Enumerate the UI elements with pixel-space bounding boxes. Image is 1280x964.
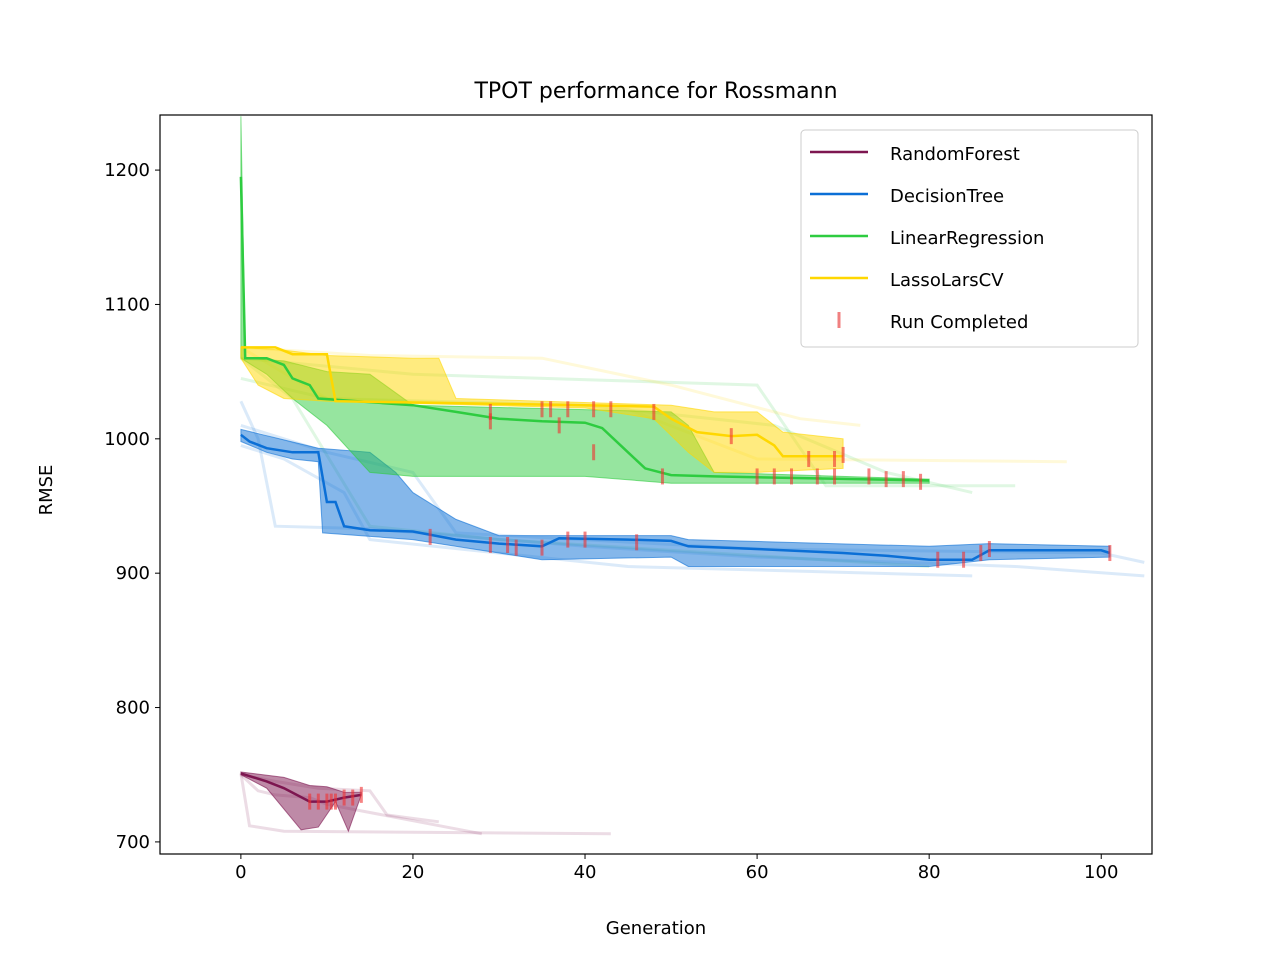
mean-line-linearregression (239, 176, 930, 482)
legend-label: DecisionTree (890, 186, 1004, 207)
band-randomforest (240, 771, 362, 833)
legend-label: LassoLarsCV (890, 270, 1004, 291)
y-tick-label: 900 (116, 563, 150, 584)
plot-area (239, 116, 1145, 836)
ticks: 0 20 40 60 80 100 700 800 900 1000 1100 1200 (104, 160, 1118, 883)
axes-frame (159, 114, 1153, 855)
y-axis-label: RMSE (36, 465, 57, 516)
x-axis-label: Generation (606, 918, 706, 939)
run-line-lassolarscv-0 (240, 345, 861, 427)
x-tick-label: 60 (746, 862, 769, 883)
x-tick-label: 20 (401, 862, 424, 883)
y-tick-label: 800 (116, 698, 150, 719)
x-tick-label: 40 (574, 862, 597, 883)
y-tick-label: 700 (116, 832, 150, 853)
legend-box (800, 129, 1139, 348)
band-decisiontree (240, 428, 1111, 567)
y-tick-label: 1100 (104, 294, 150, 315)
x-tick-label: 80 (918, 862, 941, 883)
legend: RandomForest DecisionTree LinearRegression… (800, 129, 1139, 348)
legend-label: Run Completed (890, 312, 1028, 333)
y-tick-label: 1200 (104, 160, 150, 181)
x-tick-label: 100 (1084, 862, 1118, 883)
chart-title: TPOT performance for Rossmann (473, 79, 837, 104)
legend-label: LinearRegression (890, 228, 1044, 249)
x-tick-label: 0 (235, 862, 246, 883)
y-tick-label: 1000 (104, 429, 150, 450)
run-line-randomforest-2 (239, 773, 611, 836)
legend-label: RandomForest (890, 144, 1020, 165)
